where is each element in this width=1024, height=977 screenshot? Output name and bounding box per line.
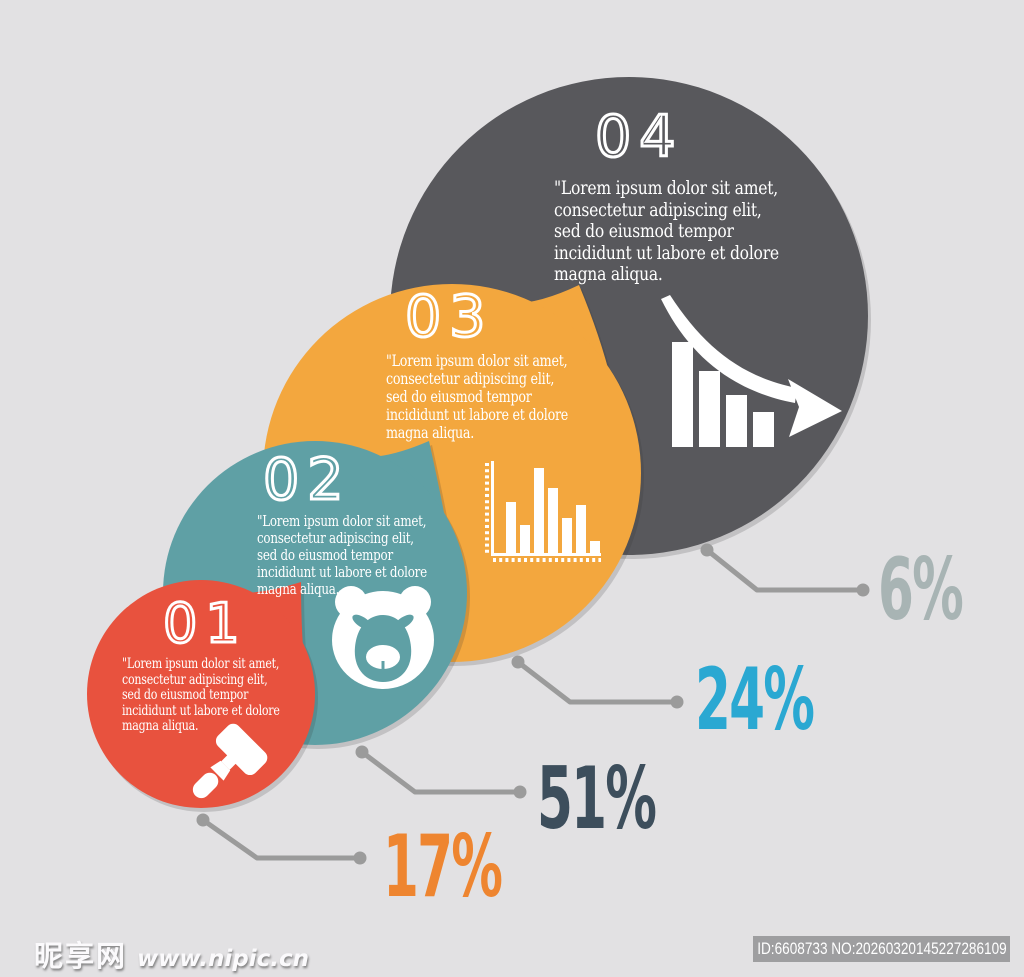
declining-chart-icon <box>661 295 842 447</box>
percent-label-step-3: 24% <box>695 650 815 750</box>
step-text-04: "Lorem ipsum dolor sit amet, consectetur… <box>554 177 779 285</box>
watermark-site-name: 昵享网 <box>34 939 128 973</box>
connector-dot <box>353 851 367 865</box>
connector-line <box>516 660 677 705</box>
connector-dot <box>700 543 714 557</box>
connector-dot <box>196 813 210 827</box>
step-number-01: 01 <box>162 592 248 655</box>
connector-line <box>360 750 520 795</box>
connector-dot <box>670 695 684 709</box>
watermark: 昵享网 www.nipic.cn <box>34 933 309 975</box>
bear-icon <box>332 586 434 689</box>
image-id-badge: ID:6608733 NO:20260320145227286109 <box>753 936 1010 962</box>
step-text-02: "Lorem ipsum dolor sit amet, consectetur… <box>257 514 427 598</box>
step-text-01: "Lorem ipsum dolor sit amet, consectetur… <box>122 656 280 734</box>
gavel-icon <box>192 723 268 799</box>
bar-chart-icon <box>485 461 601 562</box>
connector-dot <box>856 583 870 597</box>
image-id-text: ID:6608733 NO:20260320145227286109 <box>756 939 1007 958</box>
watermark-site-url: www.nipic.cn <box>137 946 310 972</box>
connector-step-3 <box>511 655 684 709</box>
connector-step-1 <box>196 813 367 865</box>
bubble-step-1 <box>87 580 315 808</box>
connector-dot <box>355 745 369 759</box>
connector-dot <box>513 785 527 799</box>
percent-label-step-1: 17% <box>383 817 503 917</box>
connector-step-2 <box>355 745 527 799</box>
step-number-04: 04 <box>594 104 684 170</box>
step-text-03: "Lorem ipsum dolor sit amet, consectetur… <box>386 352 569 442</box>
connector-dot <box>511 655 525 669</box>
percent-label-step-2: 51% <box>537 749 657 849</box>
step-number-03: 03 <box>404 284 494 350</box>
connector-line <box>705 548 863 593</box>
connector-line <box>201 817 360 861</box>
percent-label-step-4: 6% <box>878 540 964 640</box>
step-number-02: 02 <box>262 447 352 513</box>
connector-step-4 <box>700 543 870 597</box>
